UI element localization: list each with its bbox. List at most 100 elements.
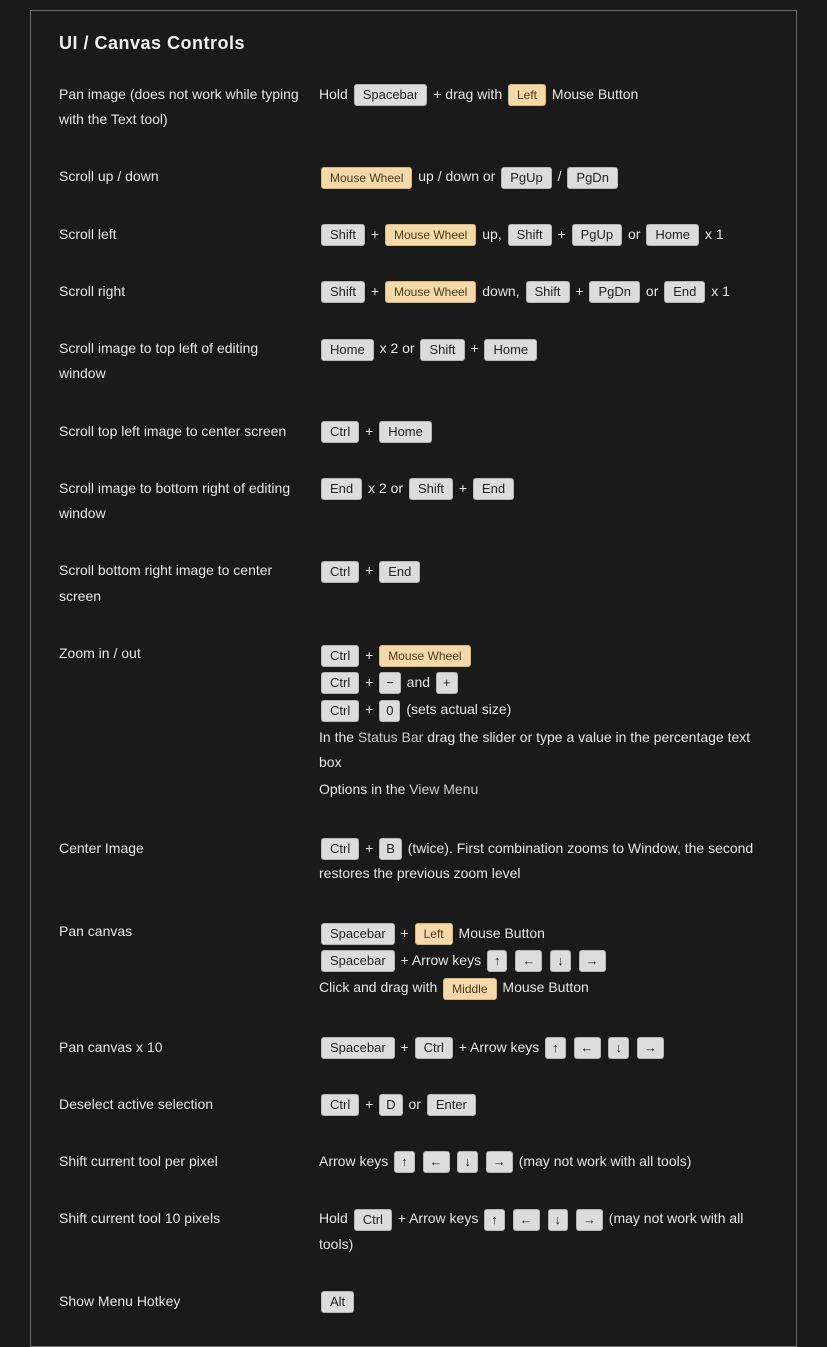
text: Click and drag with xyxy=(319,979,441,995)
text: (may not work with all tools) xyxy=(519,1153,692,1169)
control-label: Scroll image to bottom right of editing … xyxy=(59,476,319,558)
text: Hold xyxy=(319,86,352,102)
table-row: Shift current tool 10 pixels Hold Ctrl +… xyxy=(59,1206,768,1288)
text: Mouse Button xyxy=(459,925,545,941)
table-row: Pan canvas Spacebar + Left Mouse Button … xyxy=(59,919,768,1035)
control-label: Scroll bottom right image to center scre… xyxy=(59,558,319,640)
key-arrow-down: ↓ xyxy=(548,1209,569,1231)
control-label: Scroll image to top left of editing wind… xyxy=(59,336,319,418)
control-label: Center Image xyxy=(59,836,319,918)
table-row: Center Image Ctrl + B (twice). First com… xyxy=(59,836,768,918)
text: + xyxy=(365,1096,377,1112)
key-spacebar: Spacebar xyxy=(321,923,395,945)
text: + drag with xyxy=(433,86,506,102)
key-arrow-right: → xyxy=(579,950,606,972)
text: + xyxy=(575,283,587,299)
table-row: Deselect active selection Ctrl + D or En… xyxy=(59,1092,768,1149)
control-shortcut: Ctrl + Mouse Wheel Ctrl + − and + Ctrl + xyxy=(319,641,768,836)
text: + xyxy=(365,423,377,439)
page-outer: UI / Canvas Controls Pan image (does not… xyxy=(0,0,827,1347)
table-row: Shift current tool per pixel Arrow keys … xyxy=(59,1149,768,1206)
key-ctrl: Ctrl xyxy=(321,700,359,722)
key-end: End xyxy=(473,478,514,500)
control-label: Zoom in / out xyxy=(59,641,319,836)
key-arrow-down: ↓ xyxy=(457,1151,478,1173)
key-end: End xyxy=(664,281,705,303)
text: + xyxy=(470,340,482,356)
table-row: Pan canvas x 10 Spacebar + Ctrl + Arrow … xyxy=(59,1035,768,1092)
control-shortcut: Ctrl + Home xyxy=(319,419,768,476)
key-arrow-left: ← xyxy=(513,1209,540,1231)
key-ctrl: Ctrl xyxy=(321,672,359,694)
control-shortcut: Home x 2 or Shift + Home xyxy=(319,336,768,418)
key-alt: Alt xyxy=(321,1291,354,1313)
control-shortcut: Shift + Mouse Wheel up, Shift + PgUp or … xyxy=(319,222,768,279)
key-shift: Shift xyxy=(321,281,365,303)
key-enter: Enter xyxy=(427,1094,476,1116)
control-shortcut: Hold Ctrl + Arrow keys ↑ ← ↓ → (may not … xyxy=(319,1206,768,1288)
control-label: Scroll right xyxy=(59,279,319,336)
key-home: Home xyxy=(484,339,537,361)
key-pgdn: PgDn xyxy=(589,281,640,303)
text: In the xyxy=(319,729,358,745)
key-shift: Shift xyxy=(526,281,570,303)
table-row: Scroll image to top left of editing wind… xyxy=(59,336,768,418)
table-row: Scroll bottom right image to center scre… xyxy=(59,558,768,640)
control-shortcut: Ctrl + B (twice). First combination zoom… xyxy=(319,836,768,918)
key-end: End xyxy=(321,478,362,500)
text: + xyxy=(401,1039,413,1055)
text: + xyxy=(365,647,377,663)
text: (sets actual size) xyxy=(406,701,511,717)
key-arrow-up: ↑ xyxy=(394,1151,415,1173)
key-middle-mouse: Middle xyxy=(443,978,496,1000)
control-shortcut: Arrow keys ↑ ← ↓ → (may not work with al… xyxy=(319,1149,768,1206)
text: + xyxy=(365,701,377,717)
text: + Arrow keys xyxy=(398,1210,482,1226)
text: + xyxy=(365,840,377,856)
key-spacebar: Spacebar xyxy=(354,84,428,106)
text: down, xyxy=(482,283,523,299)
key-arrow-left: ← xyxy=(423,1151,450,1173)
control-label: Show Menu Hotkey xyxy=(59,1289,319,1346)
key-pgdn: PgDn xyxy=(567,167,618,189)
control-label: Scroll up / down xyxy=(59,164,319,221)
key-arrow-right: → xyxy=(637,1037,664,1059)
control-label: Pan image (does not work while typing wi… xyxy=(59,82,319,164)
table-row: Scroll right Shift + Mouse Wheel down, S… xyxy=(59,279,768,336)
key-ctrl: Ctrl xyxy=(415,1037,453,1059)
key-ctrl: Ctrl xyxy=(321,838,359,860)
key-arrow-up: ↑ xyxy=(484,1209,505,1231)
control-shortcut: Alt xyxy=(319,1289,768,1346)
key-shift: Shift xyxy=(508,224,552,246)
key-zero: 0 xyxy=(379,700,400,722)
text: x 2 or xyxy=(380,340,419,356)
key-mouse-wheel: Mouse Wheel xyxy=(321,167,412,189)
control-label: Scroll left xyxy=(59,222,319,279)
section-title: UI / Canvas Controls xyxy=(59,33,768,54)
text: + xyxy=(401,925,413,941)
text: Mouse Button xyxy=(502,979,588,995)
key-arrow-up: ↑ xyxy=(487,950,508,972)
key-plus: + xyxy=(436,672,458,694)
key-minus: − xyxy=(379,672,401,694)
control-shortcut: Hold Spacebar + drag with Left Mouse But… xyxy=(319,82,768,164)
key-arrow-left: ← xyxy=(515,950,542,972)
key-arrow-left: ← xyxy=(574,1037,601,1059)
table-row: Scroll up / down Mouse Wheel up / down o… xyxy=(59,164,768,221)
key-left-mouse: Left xyxy=(508,84,546,106)
text: x 1 xyxy=(705,226,724,242)
control-label: Pan canvas xyxy=(59,919,319,1035)
text: Hold xyxy=(319,1210,352,1226)
text: up, xyxy=(482,226,505,242)
text: Arrow keys xyxy=(319,1153,392,1169)
text: or xyxy=(646,283,662,299)
key-spacebar: Spacebar xyxy=(321,1037,395,1059)
table-row: Show Menu Hotkey Alt xyxy=(59,1289,768,1346)
controls-panel: UI / Canvas Controls Pan image (does not… xyxy=(30,10,797,1347)
table-row: Scroll top left image to center screen C… xyxy=(59,419,768,476)
key-shift: Shift xyxy=(409,478,453,500)
text: Mouse Button xyxy=(552,86,638,102)
key-arrow-down: ↓ xyxy=(608,1037,629,1059)
key-pgup: PgUp xyxy=(572,224,623,246)
key-ctrl: Ctrl xyxy=(321,561,359,583)
